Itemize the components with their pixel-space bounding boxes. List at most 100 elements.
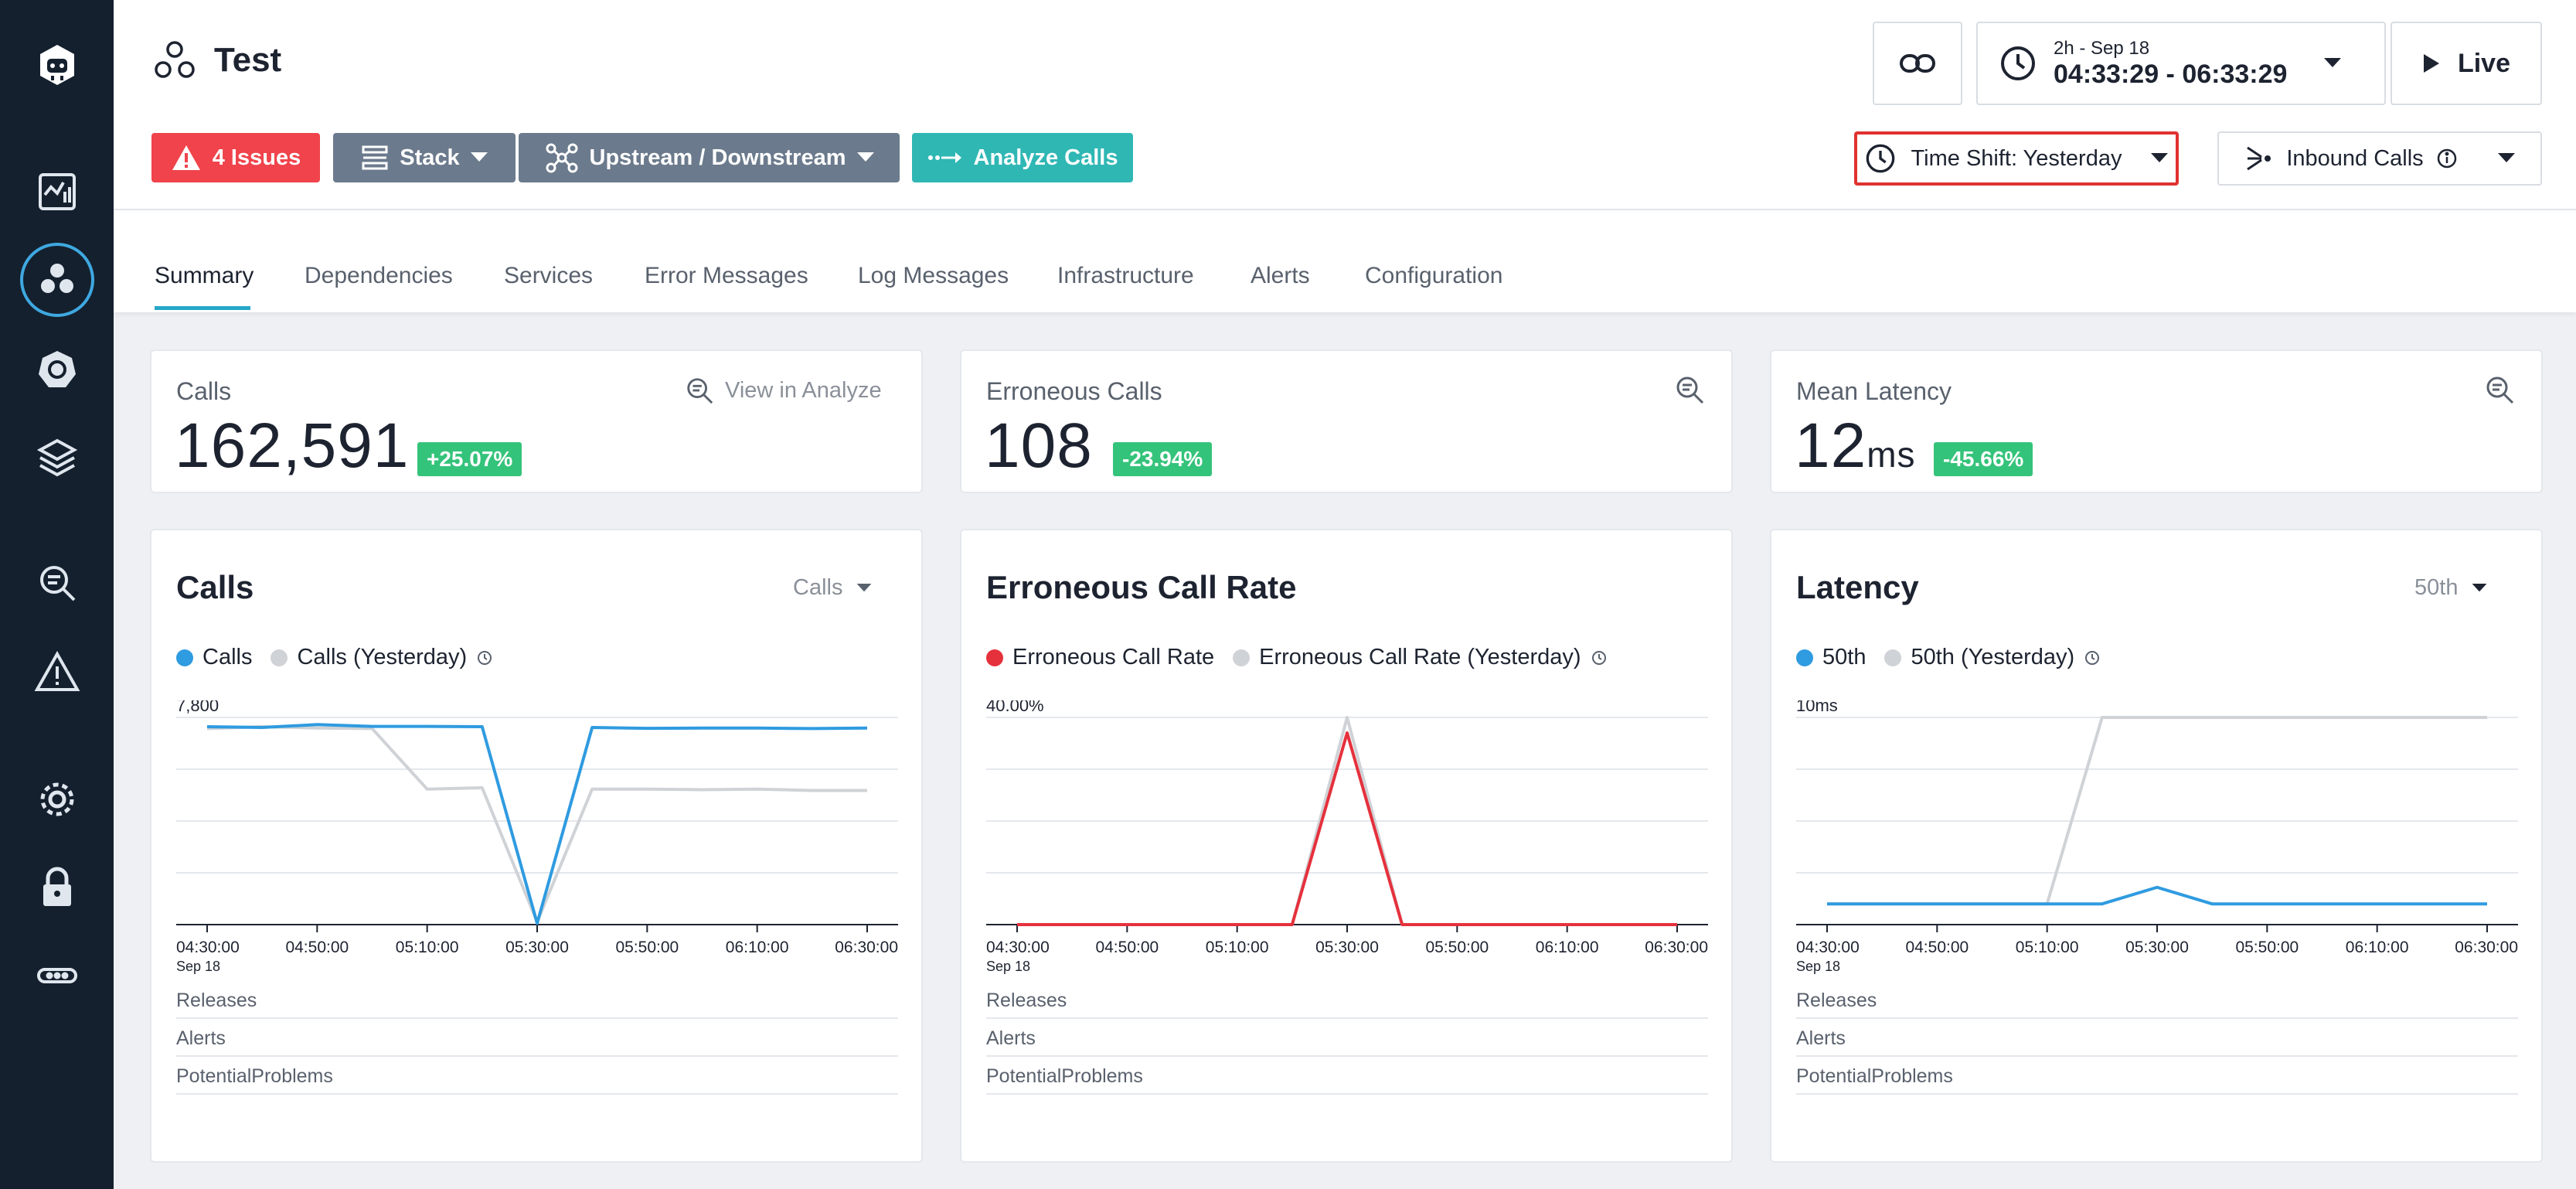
- tab-infrastructure[interactable]: Infrastructure: [1057, 263, 1194, 288]
- tab-services[interactable]: Services: [504, 263, 594, 288]
- x-tick-label: 05:50:00: [2235, 939, 2299, 956]
- legend-item[interactable]: Erroneous Call Rate (Yesterday): [1233, 645, 1607, 670]
- x-tick-label: 04:30:00: [176, 939, 240, 956]
- latency-percentile-select[interactable]: 50th: [2414, 575, 2487, 601]
- upstream-downstream-label: Upstream / Downstream: [589, 145, 846, 170]
- chart-legend: 50th 50th (Yesterday): [1796, 645, 2101, 670]
- analyze-zoom-icon[interactable]: [1674, 374, 1705, 405]
- x-tick-label: 06:10:00: [2346, 939, 2409, 956]
- analyze-zoom-icon[interactable]: [2484, 374, 2515, 405]
- topology-icon: [546, 143, 577, 173]
- calls-chart-card: Calls Calls Calls Calls (Yesterday) 7,80…: [150, 529, 923, 1163]
- legend-item[interactable]: 50th: [1796, 645, 1866, 670]
- legend-swatch: [176, 649, 193, 666]
- metric-select-label: Calls: [793, 575, 843, 600]
- legend-swatch: [986, 649, 1003, 666]
- settings-gear-icon[interactable]: [28, 770, 87, 829]
- upstream-downstream-dropdown[interactable]: Upstream / Downstream: [519, 133, 900, 182]
- series-line-yesterday: [206, 725, 867, 924]
- caret-down-icon: [2497, 153, 2515, 162]
- tab-dependencies[interactable]: Dependencies: [305, 263, 453, 288]
- calls-metric-select[interactable]: Calls: [793, 575, 872, 601]
- time-range-picker[interactable]: 2h - Sep 18 04:33:29 - 06:33:29: [1976, 22, 2386, 105]
- stat-label: Mean Latency: [1796, 377, 1952, 405]
- clock-small-icon: [1591, 650, 1606, 665]
- layers-stack-icon[interactable]: [28, 428, 87, 487]
- y-tick-label: 40.00%: [986, 700, 1044, 715]
- track-alerts: Alerts: [986, 1020, 1708, 1057]
- active-tab-indicator: [155, 306, 250, 310]
- x-tick-label: 05:50:00: [1425, 939, 1489, 956]
- series-line-current: [206, 723, 868, 925]
- x-tick-label: 04:50:00: [1905, 939, 1969, 956]
- legend-item[interactable]: Calls: [176, 645, 252, 670]
- caret-down-icon: [2151, 153, 2169, 162]
- stack-icon: [362, 145, 388, 170]
- copy-link-button[interactable]: [1873, 22, 1962, 105]
- kubernetes-helm-icon[interactable]: [28, 340, 87, 399]
- legend-label: Erroneous Call Rate (Yesterday): [1259, 645, 1581, 669]
- page-title: Test: [214, 41, 282, 79]
- robot-logo-icon[interactable]: [28, 36, 87, 94]
- more-dots-icon[interactable]: [28, 946, 87, 1005]
- x-tick-label: 04:50:00: [1095, 939, 1159, 956]
- erroneous-calls-stat-card: Erroneous Calls 108 -23.94%: [960, 349, 1733, 493]
- analyze-arrow-icon: [927, 152, 961, 163]
- tab-configuration[interactable]: Configuration: [1365, 263, 1503, 288]
- x-tick-label: 06:30:00: [1645, 939, 1708, 956]
- series-line-current: [1827, 885, 2487, 906]
- stat-value: 108: [985, 411, 1093, 481]
- calls-line-chart: 7,800 04:30:00 04:50:00 05:10:00 05:30:00 05:…: [176, 700, 898, 974]
- clock-small-icon: [2085, 650, 2100, 665]
- x-date-label: Sep 18: [176, 959, 220, 974]
- inbound-arrows-icon: [2247, 146, 2271, 171]
- chart-title: Latency: [1796, 569, 1919, 605]
- x-tick-label: 06:10:00: [1536, 939, 1599, 956]
- analyze-calls-label: Analyze Calls: [973, 145, 1118, 170]
- time-shift-dropdown[interactable]: Time Shift: Yesterday: [1854, 131, 2179, 186]
- inbound-calls-label: Inbound Calls: [2286, 145, 2424, 171]
- legend-item[interactable]: Calls (Yesterday): [271, 645, 493, 670]
- inbound-calls-dropdown[interactable]: Inbound Calls: [2217, 131, 2542, 186]
- alert-triangle-icon[interactable]: [28, 643, 87, 702]
- latency-chart-card: Latency 50th 50th 50th (Yesterday) 10ms 0…: [1770, 529, 2543, 1163]
- track-releases: Releases: [1796, 982, 2518, 1019]
- info-icon: [2437, 148, 2456, 169]
- legend-swatch: [1884, 649, 1902, 666]
- calls-stat-card: Calls View in Analyze 162,591 +25.07%: [150, 349, 923, 493]
- track-releases: Releases: [986, 982, 1708, 1019]
- dashboard-monitor-icon[interactable]: [28, 162, 87, 221]
- tab-log-messages[interactable]: Log Messages: [858, 263, 1009, 288]
- stack-label: Stack: [400, 145, 460, 170]
- live-button[interactable]: Live: [2391, 22, 2542, 105]
- tab-summary[interactable]: Summary: [155, 263, 254, 288]
- services-cluster-icon[interactable]: [20, 243, 94, 317]
- chart-legend: Calls Calls (Yesterday): [176, 645, 493, 670]
- caret-down-icon: [470, 152, 488, 162]
- legend-item[interactable]: Erroneous Call Rate: [986, 645, 1214, 670]
- legend-item[interactable]: 50th (Yesterday): [1884, 645, 2101, 670]
- view-in-analyze-label: View in Analyze: [725, 377, 882, 403]
- analyze-calls-button[interactable]: Analyze Calls: [912, 133, 1133, 182]
- warning-icon: [172, 145, 200, 170]
- y-tick-label: 10ms: [1796, 700, 1838, 715]
- issues-button[interactable]: 4 Issues: [151, 133, 320, 182]
- legend-label: Calls (Yesterday): [297, 645, 468, 669]
- tab-alerts[interactable]: Alerts: [1251, 263, 1310, 288]
- caret-down-icon: [2472, 583, 2487, 591]
- track-potential-problems: PotentialProblems: [176, 1058, 898, 1095]
- analyze-search-icon[interactable]: [28, 554, 87, 612]
- percentile-select-label: 50th: [2414, 575, 2459, 600]
- y-tick-label: 7,800: [176, 700, 219, 715]
- latency-line-chart: 10ms 04:30:00 04:50:00 05:10:00 05:30:00 05:5…: [1796, 700, 2518, 974]
- lock-icon[interactable]: [28, 858, 87, 917]
- stack-dropdown[interactable]: Stack: [333, 133, 516, 182]
- tab-error-messages[interactable]: Error Messages: [645, 263, 808, 288]
- play-icon: [2423, 54, 2439, 73]
- stat-label: Calls: [176, 377, 232, 405]
- view-in-analyze-link[interactable]: View in Analyze: [685, 376, 882, 405]
- chart-legend: Erroneous Call Rate Erroneous Call Rate …: [986, 645, 1608, 670]
- legend-swatch: [1796, 649, 1813, 666]
- stat-number: 12: [1795, 411, 1867, 481]
- live-label: Live: [2457, 48, 2511, 78]
